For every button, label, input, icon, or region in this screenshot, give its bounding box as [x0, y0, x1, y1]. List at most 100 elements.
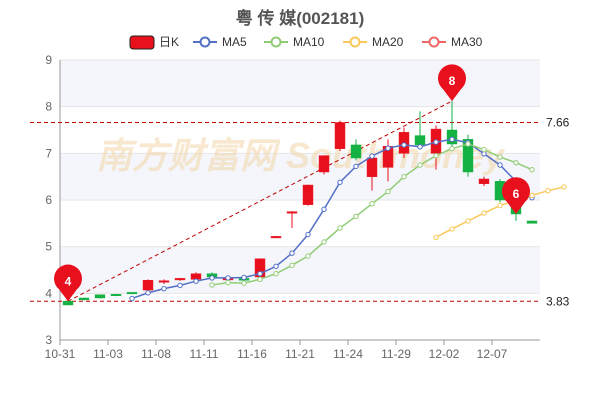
ma-point — [433, 152, 439, 159]
legend-item: 日K — [129, 35, 179, 50]
ma-point — [225, 279, 231, 286]
candle-body — [462, 139, 474, 173]
candle-body — [190, 273, 202, 280]
y-tick-label: 9 — [45, 53, 52, 67]
x-tick-label: 10-31 — [45, 347, 76, 361]
ma-point — [449, 145, 455, 152]
ma-point — [417, 162, 423, 168]
candle — [94, 294, 106, 299]
ma-point — [529, 192, 535, 199]
candle-body — [174, 278, 186, 281]
legend-label: MA20 — [372, 35, 404, 49]
candle-body — [78, 297, 90, 301]
x-tick-label: 11-24 — [333, 347, 363, 361]
pin-label: 8 — [449, 74, 456, 88]
candle-body — [526, 220, 538, 224]
pin-shape — [502, 177, 530, 214]
ma-point — [561, 184, 567, 190]
legend-label: MA5 — [222, 35, 247, 49]
ma-point — [385, 145, 391, 151]
candle — [62, 301, 74, 306]
x-tick-label: 12-02 — [429, 347, 460, 361]
ma-point — [257, 271, 263, 277]
ma-point — [305, 253, 311, 259]
candle-body — [350, 144, 362, 159]
ma-point — [273, 263, 279, 269]
ma-point — [465, 141, 471, 147]
y-tick-label: 8 — [45, 100, 52, 114]
legend-label: MA10 — [293, 35, 325, 49]
ma-point — [385, 188, 391, 195]
x-tick-label: 11-16 — [237, 347, 267, 361]
ma-point — [401, 142, 407, 148]
ma-point — [273, 271, 279, 277]
candle-body — [366, 157, 378, 177]
candle — [142, 279, 154, 291]
candle — [526, 220, 538, 224]
legend-item: MA20 — [343, 35, 404, 49]
candle-body — [94, 294, 106, 299]
candle — [478, 176, 490, 186]
x-tick-label: 11-11 — [190, 347, 219, 361]
ma-point — [433, 234, 439, 241]
ma-point — [353, 213, 359, 220]
reference-lines: 7.66 3.83 — [30, 100, 570, 308]
candle — [110, 293, 122, 297]
ma-point — [337, 225, 343, 231]
ma-point — [513, 159, 519, 166]
grid-band — [60, 60, 540, 107]
ref-line-label: 7.66 — [546, 116, 570, 130]
grid-band — [60, 153, 540, 200]
legend-item: MA30 — [422, 35, 483, 49]
ma-point — [241, 274, 247, 281]
ma-point — [481, 210, 487, 216]
ma-point — [369, 153, 375, 159]
ma-point — [529, 166, 535, 173]
y-tick-label: 5 — [45, 240, 52, 254]
ma-point — [289, 262, 295, 269]
ref-line-label: 3.83 — [546, 294, 570, 308]
pin-shape — [438, 64, 467, 102]
ma-point — [401, 173, 407, 180]
candle — [318, 155, 330, 175]
ma-line-ma5 — [131, 138, 533, 300]
chart-title: 粤 传 媒(002181) — [235, 9, 365, 28]
candle-body — [158, 280, 170, 283]
y-tick-label: 3 — [45, 333, 52, 347]
legend-swatch-dot — [428, 36, 440, 48]
y-tick-label: 6 — [45, 193, 52, 207]
ma-point — [449, 226, 455, 232]
legend-item: MA5 — [193, 35, 247, 49]
candle-body — [334, 122, 346, 149]
candle-body — [126, 292, 138, 295]
ma-point — [353, 163, 359, 170]
ma-point — [241, 280, 247, 286]
legend-swatch-dot — [270, 36, 282, 48]
x-tick-label: 11-03 — [93, 347, 123, 361]
candle-body — [302, 184, 314, 205]
y-tick-label: 7 — [45, 146, 52, 160]
ma-point — [193, 278, 199, 284]
ma-point — [209, 275, 215, 281]
ma-point — [417, 144, 423, 150]
pin-marker: 6 — [502, 177, 530, 214]
ma-point — [465, 218, 471, 224]
candle — [334, 120, 346, 151]
candle — [350, 139, 362, 161]
legend-item: MA10 — [264, 35, 325, 49]
ma-point — [481, 146, 487, 153]
ma-point — [433, 139, 439, 145]
legend-swatch-dot — [349, 36, 361, 48]
legend-label: MA30 — [451, 35, 483, 49]
ma-point — [497, 202, 503, 209]
candle-body — [110, 294, 122, 297]
pin-shape — [54, 264, 82, 302]
pin-label: 6 — [513, 187, 520, 201]
candle — [286, 211, 298, 228]
candle — [414, 111, 426, 149]
pin-label: 4 — [65, 274, 72, 288]
candle-body — [318, 155, 330, 173]
trend-line — [67, 100, 453, 302]
ma-point — [209, 282, 215, 288]
ma-point — [289, 250, 295, 256]
